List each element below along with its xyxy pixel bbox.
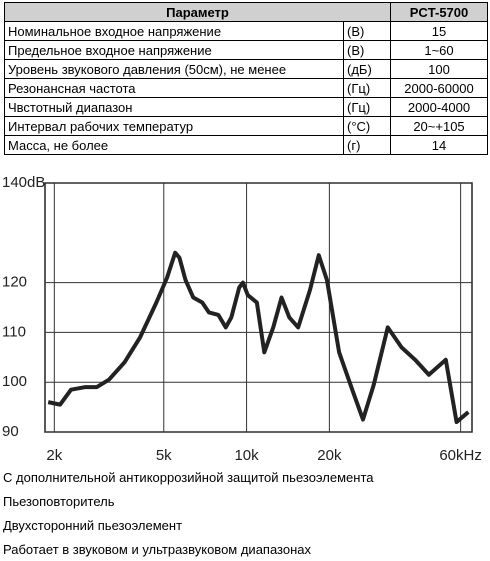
x-tick-label: 5k [156, 447, 172, 460]
x-tick-label: 20k [317, 447, 342, 460]
value-cell: 1~60 [390, 40, 488, 60]
note: С дополнительной антикоррозийной защитой… [3, 470, 374, 485]
row: Резонансная частота (Гц) 2000-60000 [4, 78, 488, 98]
x-tick-label: 10k [234, 447, 259, 460]
x-tick-label: 60kHz [439, 447, 482, 460]
y-tick-label: 140dB [2, 174, 45, 191]
param-cell: Масса, не более [4, 135, 344, 155]
param-cell: Предельное входное напряжение [4, 40, 344, 60]
row: Интервал рабочих температур (°С) 20~+105 [4, 116, 488, 136]
value-cell: 2000-60000 [390, 78, 488, 98]
unit-cell: (°С) [343, 116, 391, 136]
unit-cell: (В) [343, 40, 391, 60]
row: Чвстотный диапазон (Гц) 2000-4000 [4, 97, 488, 117]
unit-cell: (В) [343, 21, 391, 41]
y-tick-label: 90 [2, 423, 19, 440]
row: Масса, не более (г) 14 [4, 135, 488, 155]
note: Пьезоповторитель [3, 494, 115, 509]
note: Двухсторонний пьезоэлемент [3, 518, 183, 533]
header-cell: PCT-5700 [390, 2, 488, 22]
header-row: Параметр PCT-5700 [4, 2, 488, 22]
param-cell: Номинальное входное напряжение [4, 21, 344, 41]
value-cell: 14 [390, 135, 488, 155]
response-line [47, 250, 470, 425]
unit-cell: (Гц) [343, 78, 391, 98]
value-cell: 2000-4000 [390, 97, 488, 117]
row: Предельное входное напряжение (В) 1~60 [4, 40, 488, 60]
param-cell: Уровень звукового давления (50см), не ме… [4, 59, 344, 79]
row: Номинальное входное напряжение (В) 15 [4, 21, 488, 41]
spec-table: Параметр PCT-5700 Номинальное входное на… [4, 2, 488, 155]
unit-cell: (г) [343, 135, 391, 155]
param-cell: Чвстотный диапазон [4, 97, 344, 117]
value-cell: 15 [390, 21, 488, 41]
unit-cell: (дБ) [343, 59, 391, 79]
y-tick-label: 110 [2, 323, 26, 340]
header-cell: Параметр [4, 2, 391, 22]
param-cell: Резонансная частота [4, 78, 344, 98]
y-tick-label: 100 [2, 373, 27, 390]
value-cell: 20~+105 [390, 116, 488, 136]
note: Работает в звуковом и ультразвуковом диа… [3, 542, 312, 557]
row: Уровень звукового давления (50см), не ме… [4, 59, 488, 79]
param-cell: Интервал рабочих температур [4, 116, 344, 136]
x-tick-label: 2k [46, 447, 62, 460]
value-cell: 100 [390, 59, 488, 79]
unit-cell: (Гц) [343, 97, 391, 117]
chart: 90 100 110 120 140dB 2k 5k 10k 20k 60kHz [2, 174, 482, 460]
y-tick-label: 120 [2, 274, 27, 291]
rows: Номинальное входное напряжение (В) 15 Преде… [4, 21, 488, 155]
